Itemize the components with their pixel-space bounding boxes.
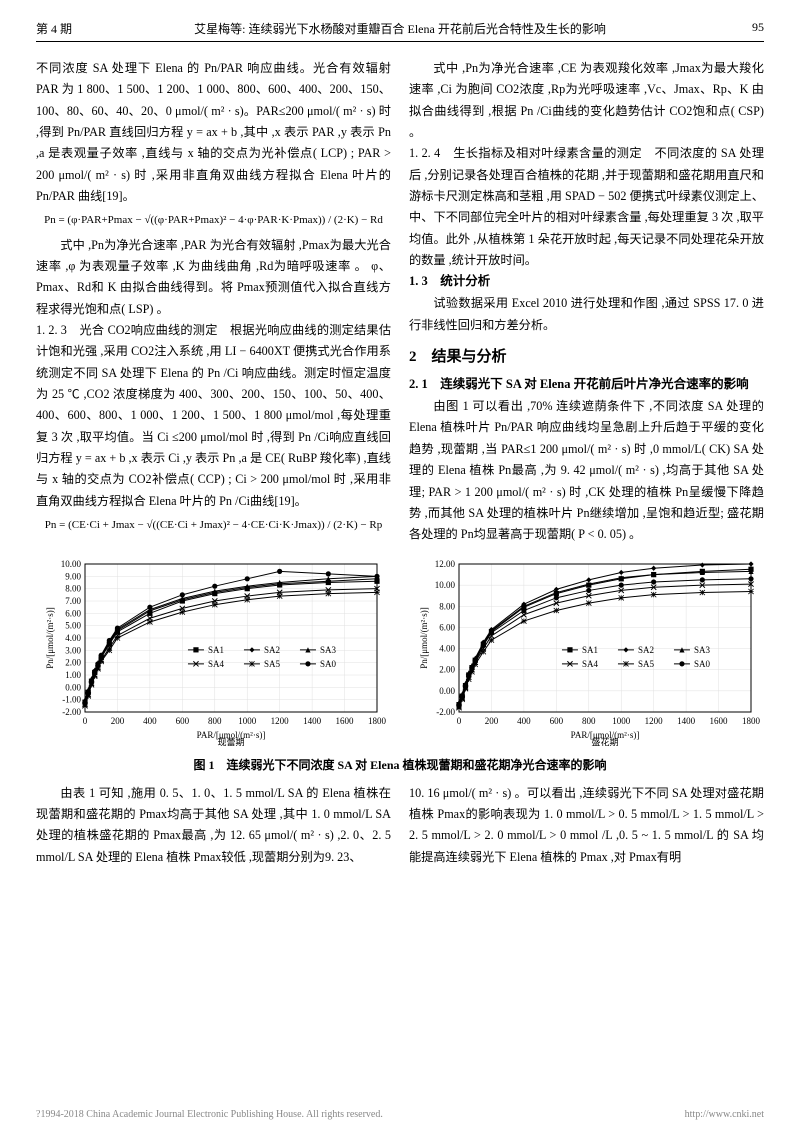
chart-left-wrap: -2.00 -1.00 0.00 1.00 2.00 3.00 4.00 5.00 6.00 7.… [36,556,390,750]
section-2-heading: 2 结果与分析 [409,344,764,370]
svg-text:8.00: 8.00 [439,601,455,611]
svg-text:SA5: SA5 [638,658,655,668]
svg-text:5.00: 5.00 [65,620,81,630]
svg-text:10.00: 10.00 [435,580,456,590]
formula-1: Pn = (φ·PAR+Pmax − √((φ·PAR+Pmax)² − 4·φ… [36,211,391,230]
right-p3-body: 试验数据采用 Excel 2010 进行处理和作图 ,通过 SPSS 17. 0… [409,293,764,336]
svg-text:8.00: 8.00 [65,583,81,593]
bottom-right-p1: 10. 16 μmol/( m² · s) 。可以看出 ,连续弱光下不同 SA … [409,783,764,868]
svg-text:1000: 1000 [238,716,257,726]
svg-text:0: 0 [83,716,88,726]
left-p3: 1. 2. 3 光合 CO2响应曲线的测定 根据光响应曲线的测定结果估计饱和光强… [36,320,391,512]
svg-text:SA4: SA4 [582,658,599,668]
svg-text:800: 800 [582,716,596,726]
svg-text:1800: 1800 [742,716,761,726]
svg-text:1600: 1600 [710,716,729,726]
svg-text:2.00: 2.00 [439,664,455,674]
page-header: 第 4 期 艾星梅等: 连续弱光下水杨酸对重瓣百合 Elena 开花前后光合特性… [36,20,764,42]
svg-text:10.00: 10.00 [61,559,82,569]
svg-text:SA3: SA3 [694,644,711,654]
svg-text:SA3: SA3 [320,644,337,654]
formula-2: Pn = (CE·Ci + Jmax − √((CE·Ci + Jmax)² −… [36,516,391,535]
subsec-21: 2. 1 连续弱光下 SA 对 Elena 开花前后叶片净光合速率的影响 [409,374,764,396]
page-number: 95 [714,20,764,37]
svg-text:1.00: 1.00 [65,670,81,680]
subsec-123: 1. 2. 3 光合 CO2响应曲线的测定 [36,323,218,337]
left-p3-body: 根据光响应曲线的测定结果估计饱和光强 ,采用 CO2注入系统 ,用 LI − 6… [36,323,391,508]
svg-text:9.00: 9.00 [65,571,81,581]
chart-right-wrap: -2.00 0.00 2.00 4.00 6.00 8.00 10.00 12.00 0 200 4… [410,556,764,750]
svg-text:Pn/[μmol/(m²·s)]: Pn/[μmol/(m²·s)] [419,607,429,669]
svg-text:400: 400 [143,716,157,726]
bottom-right-column: 10. 16 μmol/( m² · s) 。可以看出 ,连续弱光下不同 SA … [409,783,764,868]
page-footer: ?1994-2018 China Academic Journal Electr… [36,1109,764,1120]
svg-text:200: 200 [111,716,125,726]
footer-url: http://www.cnki.net [685,1109,764,1120]
svg-text:盛花期: 盛花期 [591,736,618,746]
right-column: 式中 ,Pn为净光合速率 ,CE 为表观羧化效率 ,Jmax为最大羧化速率 ,C… [409,58,764,546]
svg-text:SA4: SA4 [208,658,225,668]
figure-1-caption: 图 1 连续弱光下不同浓度 SA 对 Elena 植株现蕾期和盛花期净光合速率的… [36,756,764,773]
svg-text:200: 200 [485,716,499,726]
svg-text:-1.00: -1.00 [62,694,81,704]
left-p1: 不同浓度 SA 处理下 Elena 的 Pn/PAR 响应曲线。光合有效辐射 P… [36,58,391,207]
svg-text:2.00: 2.00 [65,657,81,667]
main-columns: 不同浓度 SA 处理下 Elena 的 Pn/PAR 响应曲线。光合有效辐射 P… [36,58,764,546]
subsec-13: 1. 3 统计分析 [409,274,490,288]
svg-text:800: 800 [208,716,222,726]
bottom-left-p1: 由表 1 可知 ,施用 0. 5、1. 0、1. 5 mmol/L SA 的 E… [36,783,391,868]
svg-text:SA1: SA1 [208,644,224,654]
svg-text:1000: 1000 [612,716,631,726]
bottom-left-column: 由表 1 可知 ,施用 0. 5、1. 0、1. 5 mmol/L SA 的 E… [36,783,391,868]
svg-text:400: 400 [517,716,531,726]
right-p3: 1. 3 统计分析 [409,271,764,293]
subsec-124: 1. 2. 4 生长指标及相对叶绿素含量的测定 [409,146,642,160]
left-column: 不同浓度 SA 处理下 Elena 的 Pn/PAR 响应曲线。光合有效辐射 P… [36,58,391,546]
right-p1: 式中 ,Pn为净光合速率 ,CE 为表观羧化效率 ,Jmax为最大羧化速率 ,C… [409,58,764,143]
svg-text:4.00: 4.00 [439,643,455,653]
left-p2: 式中 ,Pn为净光合速率 ,PAR 为光合有效辐射 ,Pmax为最大光合速率 ,… [36,235,391,320]
svg-text:0.00: 0.00 [65,682,81,692]
svg-text:1600: 1600 [336,716,355,726]
chart-right: -2.00 0.00 2.00 4.00 6.00 8.00 10.00 12.00 0 200 4… [410,556,764,746]
svg-text:600: 600 [550,716,564,726]
svg-text:6.00: 6.00 [439,622,455,632]
svg-text:12.00: 12.00 [435,559,456,569]
running-title: 艾星梅等: 连续弱光下水杨酸对重瓣百合 Elena 开花前后光合特性及生长的影响 [86,20,714,37]
svg-text:-2.00: -2.00 [436,707,455,717]
svg-text:SA2: SA2 [264,644,280,654]
svg-text:SA0: SA0 [320,658,337,668]
right-p4: 由图 1 可以看出 ,70% 连续遮荫条件下 ,不同浓度 SA 处理的 Elen… [409,396,764,545]
svg-text:1400: 1400 [303,716,322,726]
svg-text:SA5: SA5 [264,658,281,668]
svg-text:6.00: 6.00 [65,608,81,618]
right-p2-body: 不同浓度的 SA 处理后 ,分别记录各处理百合植株的花期 ,并于现蕾期和盛花期用… [409,146,764,267]
svg-text:4.00: 4.00 [65,633,81,643]
svg-text:1200: 1200 [271,716,290,726]
chart-left: -2.00 -1.00 0.00 1.00 2.00 3.00 4.00 5.00 6.00 7.… [36,556,390,746]
bottom-columns: 由表 1 可知 ,施用 0. 5、1. 0、1. 5 mmol/L SA 的 E… [36,783,764,868]
svg-text:1200: 1200 [645,716,664,726]
svg-text:0: 0 [457,716,462,726]
svg-text:0.00: 0.00 [439,685,455,695]
svg-text:SA2: SA2 [638,644,654,654]
svg-text:Pn/[μmol/(m²·s)]: Pn/[μmol/(m²·s)] [45,607,55,669]
right-p2: 1. 2. 4 生长指标及相对叶绿素含量的测定 不同浓度的 SA 处理后 ,分别… [409,143,764,271]
svg-text:现蕾期: 现蕾期 [217,736,244,746]
figure-1: -2.00 -1.00 0.00 1.00 2.00 3.00 4.00 5.00 6.00 7.… [36,556,764,750]
svg-text:SA0: SA0 [694,658,711,668]
svg-text:3.00: 3.00 [65,645,81,655]
svg-text:7.00: 7.00 [65,596,81,606]
svg-text:600: 600 [176,716,190,726]
issue-label: 第 4 期 [36,20,86,37]
svg-text:1400: 1400 [677,716,696,726]
footer-copy: ?1994-2018 China Academic Journal Electr… [36,1109,383,1120]
svg-text:-2.00: -2.00 [62,707,81,717]
svg-text:1800: 1800 [368,716,387,726]
svg-text:SA1: SA1 [582,644,598,654]
